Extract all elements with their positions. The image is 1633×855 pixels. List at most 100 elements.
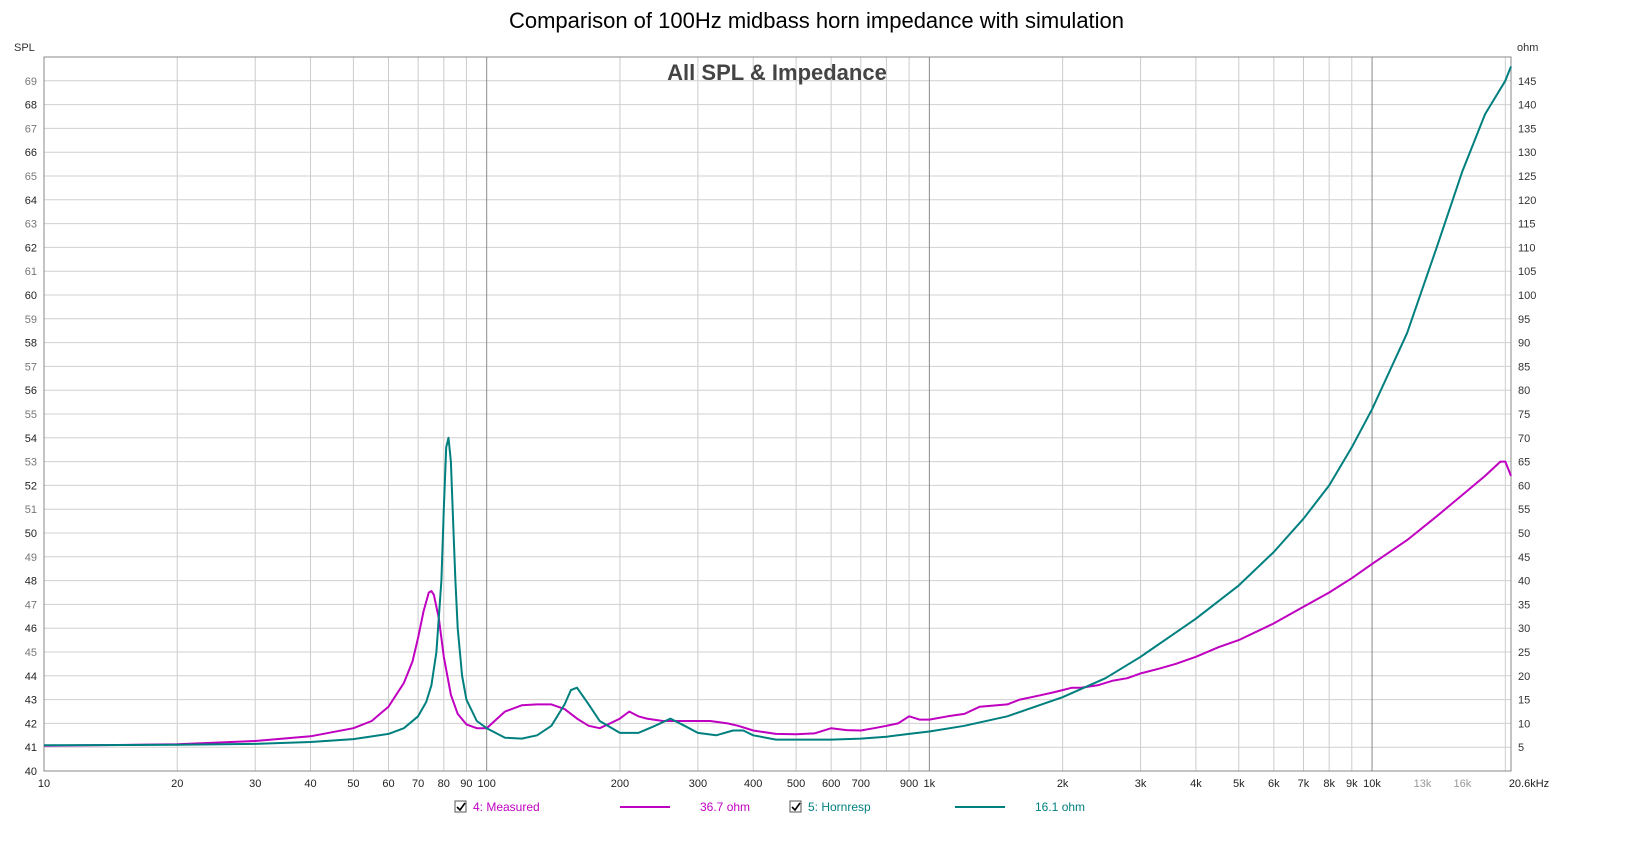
x-tick-label: 10k [1363, 778, 1381, 790]
x-tick-label: 200 [611, 778, 629, 790]
right-tick-label: 25 [1518, 647, 1530, 659]
left-tick-label: 57 [25, 361, 37, 373]
left-tick-label: 56 [25, 385, 37, 397]
chart-title: All SPL & Impedance [667, 60, 887, 85]
x-tick-label: 70 [412, 778, 424, 790]
major-gridlines [486, 57, 1373, 771]
right-tick-label: 120 [1518, 195, 1536, 207]
x-tick-label: 20 [171, 778, 183, 790]
left-tick-label: 53 [25, 457, 37, 469]
right-tick-label: 75 [1518, 409, 1530, 421]
right-tick-label: 55 [1518, 504, 1530, 516]
left-tick-label: 46 [25, 623, 37, 635]
legend-checkbox-1[interactable] [454, 800, 467, 813]
right-tick-label: 10 [1518, 718, 1530, 730]
x-tick-label: 90 [460, 778, 472, 790]
left-tick-label: 40 [25, 766, 37, 778]
left-tick-label: 49 [25, 552, 37, 564]
right-tick-label: 90 [1518, 338, 1530, 350]
left-tick-label: 66 [25, 147, 37, 159]
x-tick-label: 500 [787, 778, 805, 790]
x-tick-label: 60 [382, 778, 394, 790]
left-tick-label: 44 [25, 671, 37, 683]
plot-frame [43, 56, 1512, 772]
left-tick-label: 67 [25, 123, 37, 135]
x-tick-label: 13k [1414, 778, 1432, 790]
right-tick-label: 130 [1518, 147, 1536, 159]
right-tick-label: 30 [1518, 623, 1530, 635]
left-axis-ticks: 40 41 42 43 44 45 46 47 48 49 50 51 52 53 54 55 56 57 58 59… [25, 76, 37, 778]
x-axis-ticks: 10 20 30 40 50 60 70 80 90 100 200 300 400 500 600 700 9… [38, 778, 1549, 790]
x-tick-label: 400 [744, 778, 762, 790]
left-tick-label: 63 [25, 219, 37, 231]
left-tick-label: 64 [25, 195, 37, 207]
legend-value-1: 36.7 ohm [700, 800, 750, 814]
right-tick-label: 95 [1518, 314, 1530, 326]
left-tick-label: 41 [25, 742, 37, 754]
x-tick-label: 20.6kHz [1509, 778, 1549, 790]
x-tick-label: 600 [822, 778, 840, 790]
x-tick-label: 1k [924, 778, 936, 790]
left-tick-label: 59 [25, 314, 37, 326]
x-tick-label: 40 [304, 778, 316, 790]
right-tick-label: 35 [1518, 599, 1530, 611]
x-tick-label: 2k [1057, 778, 1069, 790]
left-tick-label: 65 [25, 171, 37, 183]
page-title: Comparison of 100Hz midbass horn impedan… [508, 8, 1125, 33]
right-tick-label: 105 [1518, 266, 1536, 278]
right-axis-label: ohm [1517, 42, 1538, 54]
series-layer [43, 66, 1512, 747]
left-tick-label: 68 [25, 100, 37, 112]
right-tick-label: 50 [1518, 528, 1530, 540]
left-tick-label: 52 [25, 480, 37, 492]
right-tick-label: 145 [1518, 76, 1536, 88]
right-tick-label: 80 [1518, 385, 1530, 397]
right-tick-label: 115 [1518, 219, 1536, 231]
right-tick-label: 125 [1518, 171, 1536, 183]
x-tick-label: 30 [249, 778, 261, 790]
right-tick-label: 20 [1518, 671, 1530, 683]
left-tick-label: 55 [25, 409, 37, 421]
x-tick-label: 7k [1298, 778, 1310, 790]
legend-label-1: 4: Measured [473, 800, 540, 814]
left-tick-label: 45 [25, 647, 37, 659]
right-tick-label: 5 [1518, 742, 1524, 754]
left-tick-label: 62 [25, 242, 37, 254]
x-tick-label: 4k [1190, 778, 1202, 790]
right-tick-label: 85 [1518, 361, 1530, 373]
x-tick-label: 8k [1323, 778, 1335, 790]
legend-label-2: 5: Hornresp [808, 800, 871, 814]
right-tick-label: 140 [1518, 100, 1536, 112]
x-tick-label: 3k [1135, 778, 1147, 790]
left-tick-label: 58 [25, 338, 37, 350]
series-line-2 [43, 66, 1512, 747]
minor-gridlines [43, 57, 1511, 771]
right-tick-label: 15 [1518, 695, 1530, 707]
left-tick-label: 47 [25, 599, 37, 611]
legend-value-2: 16.1 ohm [1035, 800, 1085, 814]
right-axis-ticks: 5 10 15 20 25 30 35 40 45 50 55 60 65 70 75 80 85 90 95 100… [1518, 76, 1536, 754]
legend: 4: Measured 36.7 ohm 5: Hornresp 16.1 ohm [454, 800, 1085, 814]
left-tick-label: 61 [25, 266, 37, 278]
legend-checkbox-2[interactable] [789, 800, 802, 813]
x-tick-label: 80 [438, 778, 450, 790]
x-tick-label: 10 [38, 778, 50, 790]
x-tick-label: 9k [1346, 778, 1358, 790]
x-tick-label: 16k [1454, 778, 1472, 790]
left-tick-label: 48 [25, 576, 37, 588]
x-tick-label: 50 [347, 778, 359, 790]
left-tick-label: 50 [25, 528, 37, 540]
left-tick-label: 51 [25, 504, 37, 516]
left-tick-label: 54 [25, 433, 37, 445]
right-tick-label: 60 [1518, 480, 1530, 492]
left-tick-label: 69 [25, 76, 37, 88]
x-tick-label: 5k [1233, 778, 1245, 790]
right-tick-label: 40 [1518, 576, 1530, 588]
left-tick-label: 60 [25, 290, 37, 302]
right-tick-label: 110 [1518, 242, 1536, 254]
left-axis-label: SPL [14, 42, 35, 54]
x-tick-label: 900 [900, 778, 918, 790]
x-tick-label: 300 [689, 778, 707, 790]
right-tick-label: 135 [1518, 123, 1536, 135]
